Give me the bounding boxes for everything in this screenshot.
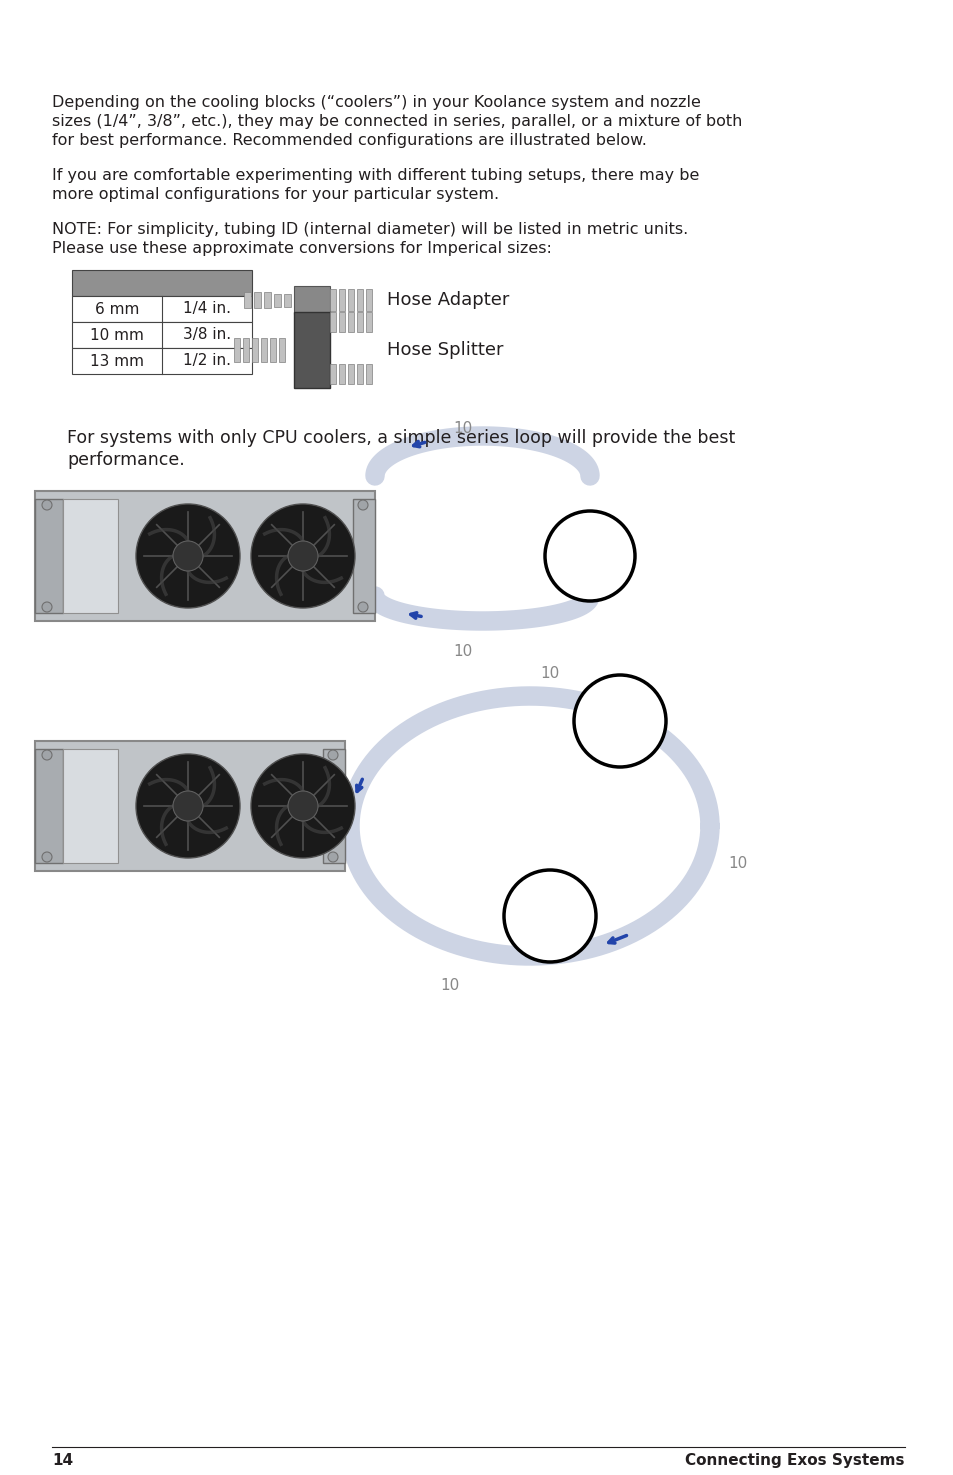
Text: For systems with only CPU coolers, a simple series loop will provide the best: For systems with only CPU coolers, a sim… (67, 429, 735, 447)
Bar (330, 313, 335, 332)
Circle shape (172, 541, 203, 571)
Bar (294, 286, 330, 314)
Text: 14: 14 (52, 1453, 73, 1468)
Circle shape (136, 754, 240, 858)
Text: 10 mm: 10 mm (90, 327, 144, 342)
Bar (261, 338, 267, 361)
Text: Connecting Exos Systems: Connecting Exos Systems (685, 1453, 904, 1468)
Bar (348, 289, 354, 311)
Text: CPU
Block: CPU Block (571, 532, 608, 563)
Text: CPU
Block: CPU Block (600, 698, 639, 729)
Circle shape (288, 541, 317, 571)
Circle shape (328, 749, 337, 760)
Text: 13 mm: 13 mm (90, 354, 144, 369)
Bar (356, 364, 363, 384)
Bar (253, 292, 261, 308)
Text: for best performance. Recommended configurations are illustrated below.: for best performance. Recommended config… (52, 133, 646, 148)
Bar (278, 338, 285, 361)
Bar (284, 294, 291, 307)
Bar (71, 296, 252, 322)
Bar (35, 491, 375, 621)
Circle shape (42, 602, 52, 612)
Text: 6 mm: 6 mm (94, 301, 139, 317)
Circle shape (357, 602, 368, 612)
Text: Please use these approximate conversions for Imperical sizes:: Please use these approximate conversions… (52, 240, 551, 257)
Bar (63, 749, 118, 863)
Circle shape (544, 510, 635, 600)
Text: 1/2 in.: 1/2 in. (183, 354, 231, 369)
Bar (294, 294, 301, 307)
Bar (348, 313, 354, 332)
Bar (366, 289, 372, 311)
Circle shape (42, 853, 52, 861)
Text: CPU
Block: CPU Block (531, 892, 568, 923)
Bar (244, 292, 251, 308)
Circle shape (42, 749, 52, 760)
Text: 10: 10 (727, 855, 747, 872)
Bar (304, 294, 311, 307)
Bar (366, 364, 372, 384)
Bar (294, 313, 330, 388)
Circle shape (251, 754, 355, 858)
Bar (252, 338, 257, 361)
Bar (35, 749, 63, 863)
Bar (356, 313, 363, 332)
Text: 10: 10 (539, 667, 559, 681)
Bar (71, 348, 252, 375)
Text: performance.: performance. (67, 451, 185, 469)
Bar (63, 499, 118, 614)
Bar (233, 338, 240, 361)
Circle shape (357, 500, 368, 510)
Text: If you are comfortable experimenting with different tubing setups, there may be: If you are comfortable experimenting wit… (52, 168, 699, 183)
Text: 3/8 in.: 3/8 in. (183, 327, 231, 342)
Bar (348, 364, 354, 384)
Bar (366, 313, 372, 332)
Bar (35, 740, 345, 872)
Bar (330, 289, 335, 311)
Bar (35, 499, 63, 614)
Text: NOTE: For simplicity, tubing ID (internal diameter) will be listed in metric uni: NOTE: For simplicity, tubing ID (interna… (52, 223, 687, 237)
Bar (71, 270, 252, 296)
Text: Hose Adapter: Hose Adapter (387, 291, 509, 308)
Circle shape (136, 504, 240, 608)
Bar (71, 322, 252, 348)
Circle shape (328, 853, 337, 861)
Circle shape (574, 676, 665, 767)
Bar (338, 289, 345, 311)
Bar (264, 292, 271, 308)
Bar (338, 313, 345, 332)
Bar (330, 364, 335, 384)
Text: sizes (1/4”, 3/8”, etc.), they may be connected in series, parallel, or a mixtur: sizes (1/4”, 3/8”, etc.), they may be co… (52, 114, 741, 128)
Bar (270, 338, 275, 361)
Text: 1/4 in.: 1/4 in. (183, 301, 231, 317)
Circle shape (42, 500, 52, 510)
Bar (338, 364, 345, 384)
Circle shape (288, 791, 317, 822)
Bar (356, 289, 363, 311)
Bar (274, 294, 281, 307)
Text: 10: 10 (440, 978, 459, 993)
Text: Depending on the cooling blocks (“coolers”) in your Koolance system and nozzle: Depending on the cooling blocks (“cooler… (52, 94, 700, 111)
Text: more optimal configurations for your particular system.: more optimal configurations for your par… (52, 187, 498, 202)
Circle shape (503, 870, 596, 962)
Bar (243, 338, 249, 361)
Text: Hose Splitter: Hose Splitter (387, 341, 503, 358)
Text: 10: 10 (453, 420, 472, 437)
Text: 10: 10 (453, 645, 472, 659)
Circle shape (251, 504, 355, 608)
Bar (323, 749, 345, 863)
Bar (353, 499, 375, 614)
Circle shape (172, 791, 203, 822)
